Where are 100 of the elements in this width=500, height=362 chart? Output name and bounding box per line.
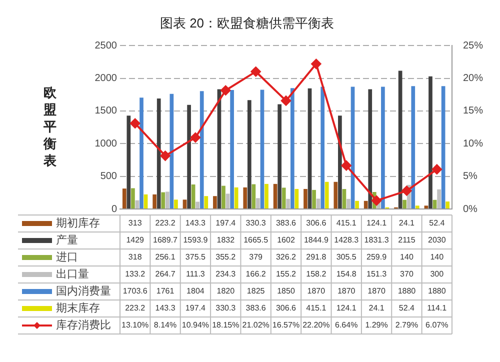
data-label: 1689.7 [153, 236, 178, 245]
data-label: 370 [400, 270, 414, 279]
data-label: 2030 [428, 236, 446, 245]
bar [273, 184, 278, 208]
bar [144, 194, 148, 208]
bar [286, 198, 290, 208]
bar [312, 190, 316, 208]
data-label: 2115 [398, 236, 416, 245]
data-label: 155.2 [276, 270, 297, 279]
data-label: 1880 [428, 286, 446, 296]
data-label: 114.1 [427, 304, 448, 313]
bar [252, 184, 256, 208]
bar [381, 86, 385, 208]
data-label: 2.79% [395, 320, 418, 330]
data-label: 1665.5 [244, 236, 269, 245]
bar [320, 86, 325, 208]
bar [294, 188, 299, 208]
data-label: 1850 [277, 286, 296, 296]
data-label: 197.4 [185, 304, 206, 313]
data-label: 291.8 [306, 252, 327, 262]
data-label: 6.64% [335, 320, 358, 330]
bar [282, 188, 286, 208]
bar [316, 198, 320, 208]
data-label: 1880 [398, 286, 416, 296]
bar [428, 76, 432, 208]
data-label: 415.1 [336, 218, 357, 228]
legend-label: 产量 [56, 234, 78, 247]
bar [204, 196, 208, 208]
data-label: 154.8 [336, 270, 357, 279]
data-label: 166.2 [246, 270, 266, 279]
data-label: 1825 [246, 286, 266, 296]
bar [260, 90, 264, 208]
y2-tick-label: 15% [462, 106, 484, 117]
bar [338, 116, 342, 208]
data-label: 1844.9 [304, 236, 329, 245]
data-label: 1761 [156, 286, 175, 296]
bar [126, 116, 131, 208]
bar [446, 202, 450, 208]
data-label: 1870 [337, 286, 356, 296]
data-label: 52.4 [398, 304, 416, 313]
bar [152, 194, 157, 208]
data-label: 1832 [216, 236, 236, 245]
bar [230, 90, 234, 208]
bar [174, 200, 178, 208]
bar [411, 86, 416, 208]
bar [165, 192, 170, 208]
point [341, 160, 352, 171]
data-label: 13.10% [122, 320, 149, 330]
bar [200, 91, 204, 208]
data-label: 234.3 [216, 270, 236, 279]
bar [424, 206, 428, 208]
data-label: 124.1 [366, 218, 388, 228]
bar [247, 100, 252, 208]
y2-tick-label: 20% [462, 73, 484, 84]
data-label: 330.3 [216, 304, 236, 313]
data-label: 24.1 [398, 218, 416, 228]
bar [122, 188, 126, 208]
data-label: 18.15% [212, 320, 240, 330]
data-label: 1703.6 [122, 286, 148, 296]
y-tick-label: 2000 [94, 73, 118, 84]
data-label: 124.1 [336, 304, 357, 313]
bar [264, 184, 268, 208]
data-label: 16.57% [272, 320, 300, 330]
data-label: 306.6 [306, 218, 327, 228]
legend-label: 国内消费量 [56, 284, 111, 298]
bar [161, 192, 166, 208]
point [280, 96, 291, 106]
data-label: 383.6 [246, 304, 266, 313]
data-label: 306.6 [276, 304, 297, 313]
bar [222, 186, 226, 208]
y-axis-title: 欧盟平衡表 [42, 84, 58, 168]
data-label: 1820 [216, 286, 236, 296]
y2-tick-label: 0% [462, 204, 478, 215]
data-label: 1870 [368, 286, 386, 296]
legend-label: 期初库存 [56, 216, 100, 230]
data-label: 256.1 [155, 252, 176, 262]
y2-tick-label: 25% [462, 40, 484, 52]
point [160, 150, 170, 161]
data-label: 1.29% [365, 320, 388, 330]
bar [441, 86, 446, 208]
bar [243, 187, 248, 208]
data-label: 383.6 [276, 218, 297, 228]
data-label: 10.94% [182, 320, 210, 330]
bar [196, 202, 200, 208]
data-label: 326.2 [276, 252, 297, 262]
bar [364, 200, 368, 208]
data-label: 21.02% [242, 320, 270, 330]
data-label: 355.2 [216, 252, 236, 262]
bar [334, 182, 338, 208]
bar [131, 188, 135, 208]
data-label: 111.3 [186, 270, 206, 279]
data-label: 22.20% [302, 320, 330, 330]
data-label: 143.3 [185, 218, 206, 228]
bar [355, 200, 359, 208]
bar [191, 184, 196, 208]
y-tick-label: 1500 [94, 106, 118, 117]
data-label: 24.1 [368, 304, 385, 313]
point [372, 196, 382, 206]
y2-tick-label: 5% [462, 171, 478, 182]
y-tick-label: 2500 [94, 40, 118, 52]
